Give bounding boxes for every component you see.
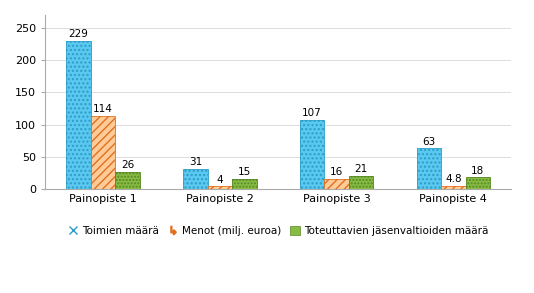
Bar — [466, 178, 490, 189]
Bar — [232, 179, 257, 189]
Bar — [232, 179, 257, 189]
Bar — [66, 41, 91, 189]
Bar — [466, 178, 490, 189]
Bar — [183, 169, 208, 189]
Bar — [441, 186, 466, 189]
Bar — [300, 120, 324, 189]
Bar — [91, 115, 115, 189]
Text: 114: 114 — [93, 104, 113, 114]
Text: 31: 31 — [189, 157, 202, 167]
Bar — [115, 172, 140, 189]
Bar — [183, 169, 208, 189]
Text: 18: 18 — [471, 166, 484, 176]
Text: 4: 4 — [217, 175, 223, 185]
Text: 16: 16 — [330, 167, 343, 177]
Bar — [324, 179, 349, 189]
Bar — [66, 41, 91, 189]
Text: 107: 107 — [302, 108, 322, 118]
Text: 4.8: 4.8 — [445, 174, 462, 184]
Text: 21: 21 — [355, 163, 368, 173]
Text: 63: 63 — [422, 137, 435, 146]
Text: 229: 229 — [69, 30, 89, 40]
Bar — [441, 186, 466, 189]
Bar — [349, 176, 373, 189]
Bar — [208, 186, 232, 189]
Bar — [417, 149, 441, 189]
Bar — [349, 176, 373, 189]
Legend: Toimien määrä, Menot (milj. euroa), Toteuttavien jäsenvaltioiden määrä: Toimien määrä, Menot (milj. euroa), Tote… — [64, 222, 493, 241]
Bar — [324, 179, 349, 189]
Bar — [300, 120, 324, 189]
Bar — [115, 172, 140, 189]
Text: 15: 15 — [238, 168, 251, 178]
Bar — [417, 149, 441, 189]
Bar — [91, 115, 115, 189]
Bar — [208, 186, 232, 189]
Text: 26: 26 — [121, 160, 134, 170]
